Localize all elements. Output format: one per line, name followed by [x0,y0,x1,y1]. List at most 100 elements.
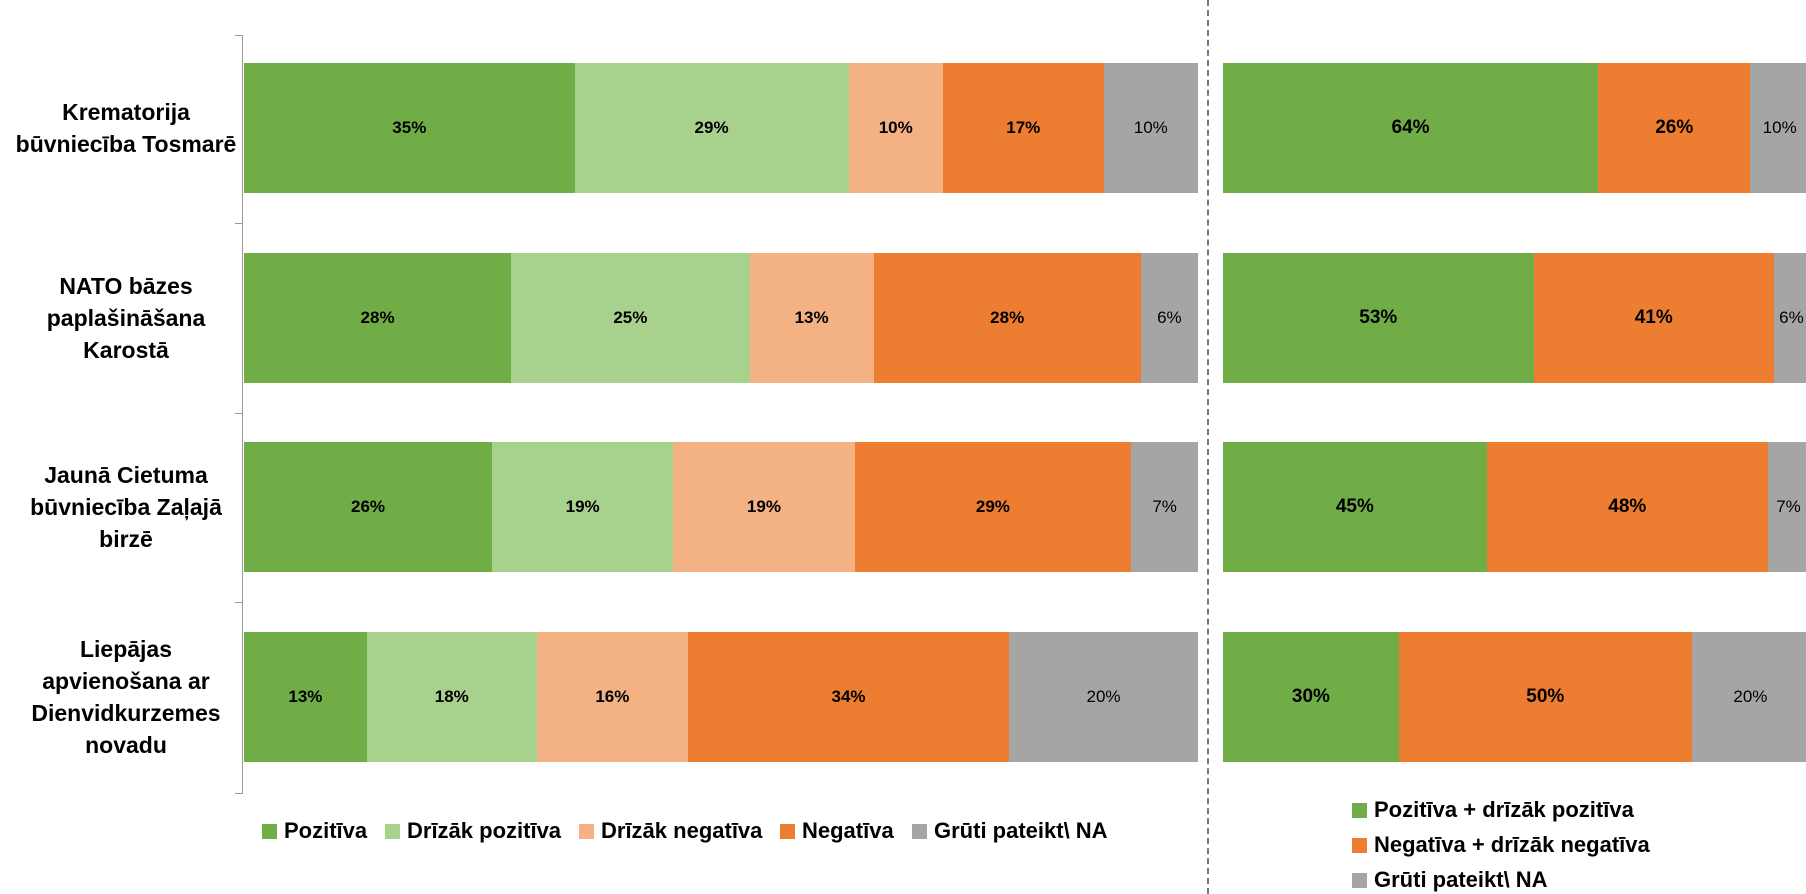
legend-label: Pozitīva [284,818,368,843]
bar-segment: 50% [1398,632,1692,762]
value-label: 25% [613,308,648,327]
axis-line [242,35,243,793]
value-label: 28% [360,308,395,327]
bar-segment: 34% [687,632,1010,762]
bar-segment: 18% [366,632,537,762]
bar-segment: 28% [873,253,1141,383]
bar-segment: 6% [1140,253,1198,383]
category-label: NATO bāzes paplašināšana Karostā [46,273,206,363]
legend-label: Pozitīva + drīzāk pozitīva [1374,797,1634,822]
value-label: 45% [1335,496,1374,517]
bar-segment: 16% [536,632,688,762]
value-label: 6% [1157,308,1182,327]
value-label: 17% [1006,118,1041,137]
axis-tick [235,223,243,224]
value-label: 28% [990,308,1025,327]
axis-tick [235,413,243,414]
legend-label: Grūti pateikt\ NA [934,818,1108,843]
bar-segment: 7% [1131,442,1198,572]
bar-segment: 19% [673,442,855,572]
bar-segment: 25% [511,253,750,383]
legend-item: Negatīva + drīzāk negatīva [1352,832,1650,858]
legend-swatch [1352,837,1367,853]
bar-segment: 29% [574,63,849,193]
value-label: 10% [1133,118,1168,137]
axis-tick [235,602,243,603]
value-label: 35% [392,118,427,137]
bar-segment: 30% [1223,632,1399,762]
bar-segment: 13% [749,253,874,383]
category-label: Krematorija būvniecība Tosmarē [15,99,237,157]
bar-segment: 13% [244,632,367,762]
value-label: 19% [565,497,600,516]
axis-tick [235,793,243,794]
value-label: 13% [288,687,323,706]
category-label: Jaunā Cietuma būvniecība Zaļajā birzē [30,462,222,552]
value-label: 10% [1762,118,1797,137]
value-label: 6% [1779,308,1804,327]
legend-label: Negatīva [802,818,894,843]
value-label: 53% [1359,307,1398,328]
legend-swatch [385,823,400,839]
bar-segment: 28% [244,253,512,383]
legend-swatch [1352,802,1367,818]
bar-segment: 20% [1691,632,1806,762]
value-label: 48% [1608,496,1647,517]
bar-segment: 7% [1767,442,1806,572]
bar-segment: 6% [1773,253,1806,383]
bar-segment: 19% [492,442,674,572]
bar-segment: 35% [244,63,575,193]
value-label: 16% [595,687,630,706]
bar-segment: 41% [1533,253,1774,383]
category-label: Liepājas apvienošana ar Dienvidkurzemes … [31,636,221,758]
legend-swatch [1352,872,1367,888]
bar-segment: 20% [1009,632,1198,762]
legend-item: Drīzāk pozitīva [385,818,561,844]
value-label: 19% [746,497,781,516]
value-label: 26% [351,497,386,516]
value-label: 30% [1291,686,1330,707]
value-label: 34% [831,687,866,706]
value-label: 10% [878,118,913,137]
value-label: 26% [1655,117,1694,138]
bar-segment: 17% [942,63,1104,193]
bar-segment: 26% [1598,63,1751,193]
legend-swatch [780,823,795,839]
legend-item: Drīzāk negatīva [579,818,762,844]
bar-segment: 53% [1223,253,1534,383]
divider [1207,0,1209,894]
legend-item: Grūti pateikt\ NA [1352,867,1548,893]
bar-segment: 64% [1223,63,1599,193]
value-label: 7% [1776,497,1801,516]
value-label: 20% [1733,687,1768,706]
legend-item: Negatīva [780,818,894,844]
legend-label: Drīzāk negatīva [601,818,763,843]
bar-segment: 10% [1103,63,1198,193]
bar-segment: 48% [1486,442,1768,572]
value-label: 64% [1391,117,1430,138]
value-label: 41% [1634,307,1673,328]
legend-swatch [579,823,594,839]
value-label: 13% [794,308,829,327]
bar-segment: 26% [244,442,493,572]
legend-label: Negatīva + drīzāk negatīva [1374,832,1650,857]
legend-item: Pozitīva [262,818,367,844]
bar-segment: 10% [848,63,943,193]
legend-label: Grūti pateikt\ NA [1374,867,1548,892]
axis-tick [235,35,243,36]
legend-item: Pozitīva + drīzāk pozitīva [1352,797,1634,823]
bar-segment: 45% [1223,442,1487,572]
legend-label: Drīzāk pozitīva [407,818,562,843]
legend-swatch [912,823,927,839]
value-label: 7% [1152,497,1177,516]
value-label: 18% [434,687,469,706]
bar-segment: 29% [854,442,1132,572]
legend-swatch [262,823,277,839]
value-label: 20% [1086,687,1121,706]
value-label: 29% [975,497,1010,516]
value-label: 50% [1526,686,1565,707]
value-label: 29% [694,118,729,137]
legend-item: Grūti pateikt\ NA [912,818,1108,844]
bar-segment: 10% [1750,63,1806,193]
